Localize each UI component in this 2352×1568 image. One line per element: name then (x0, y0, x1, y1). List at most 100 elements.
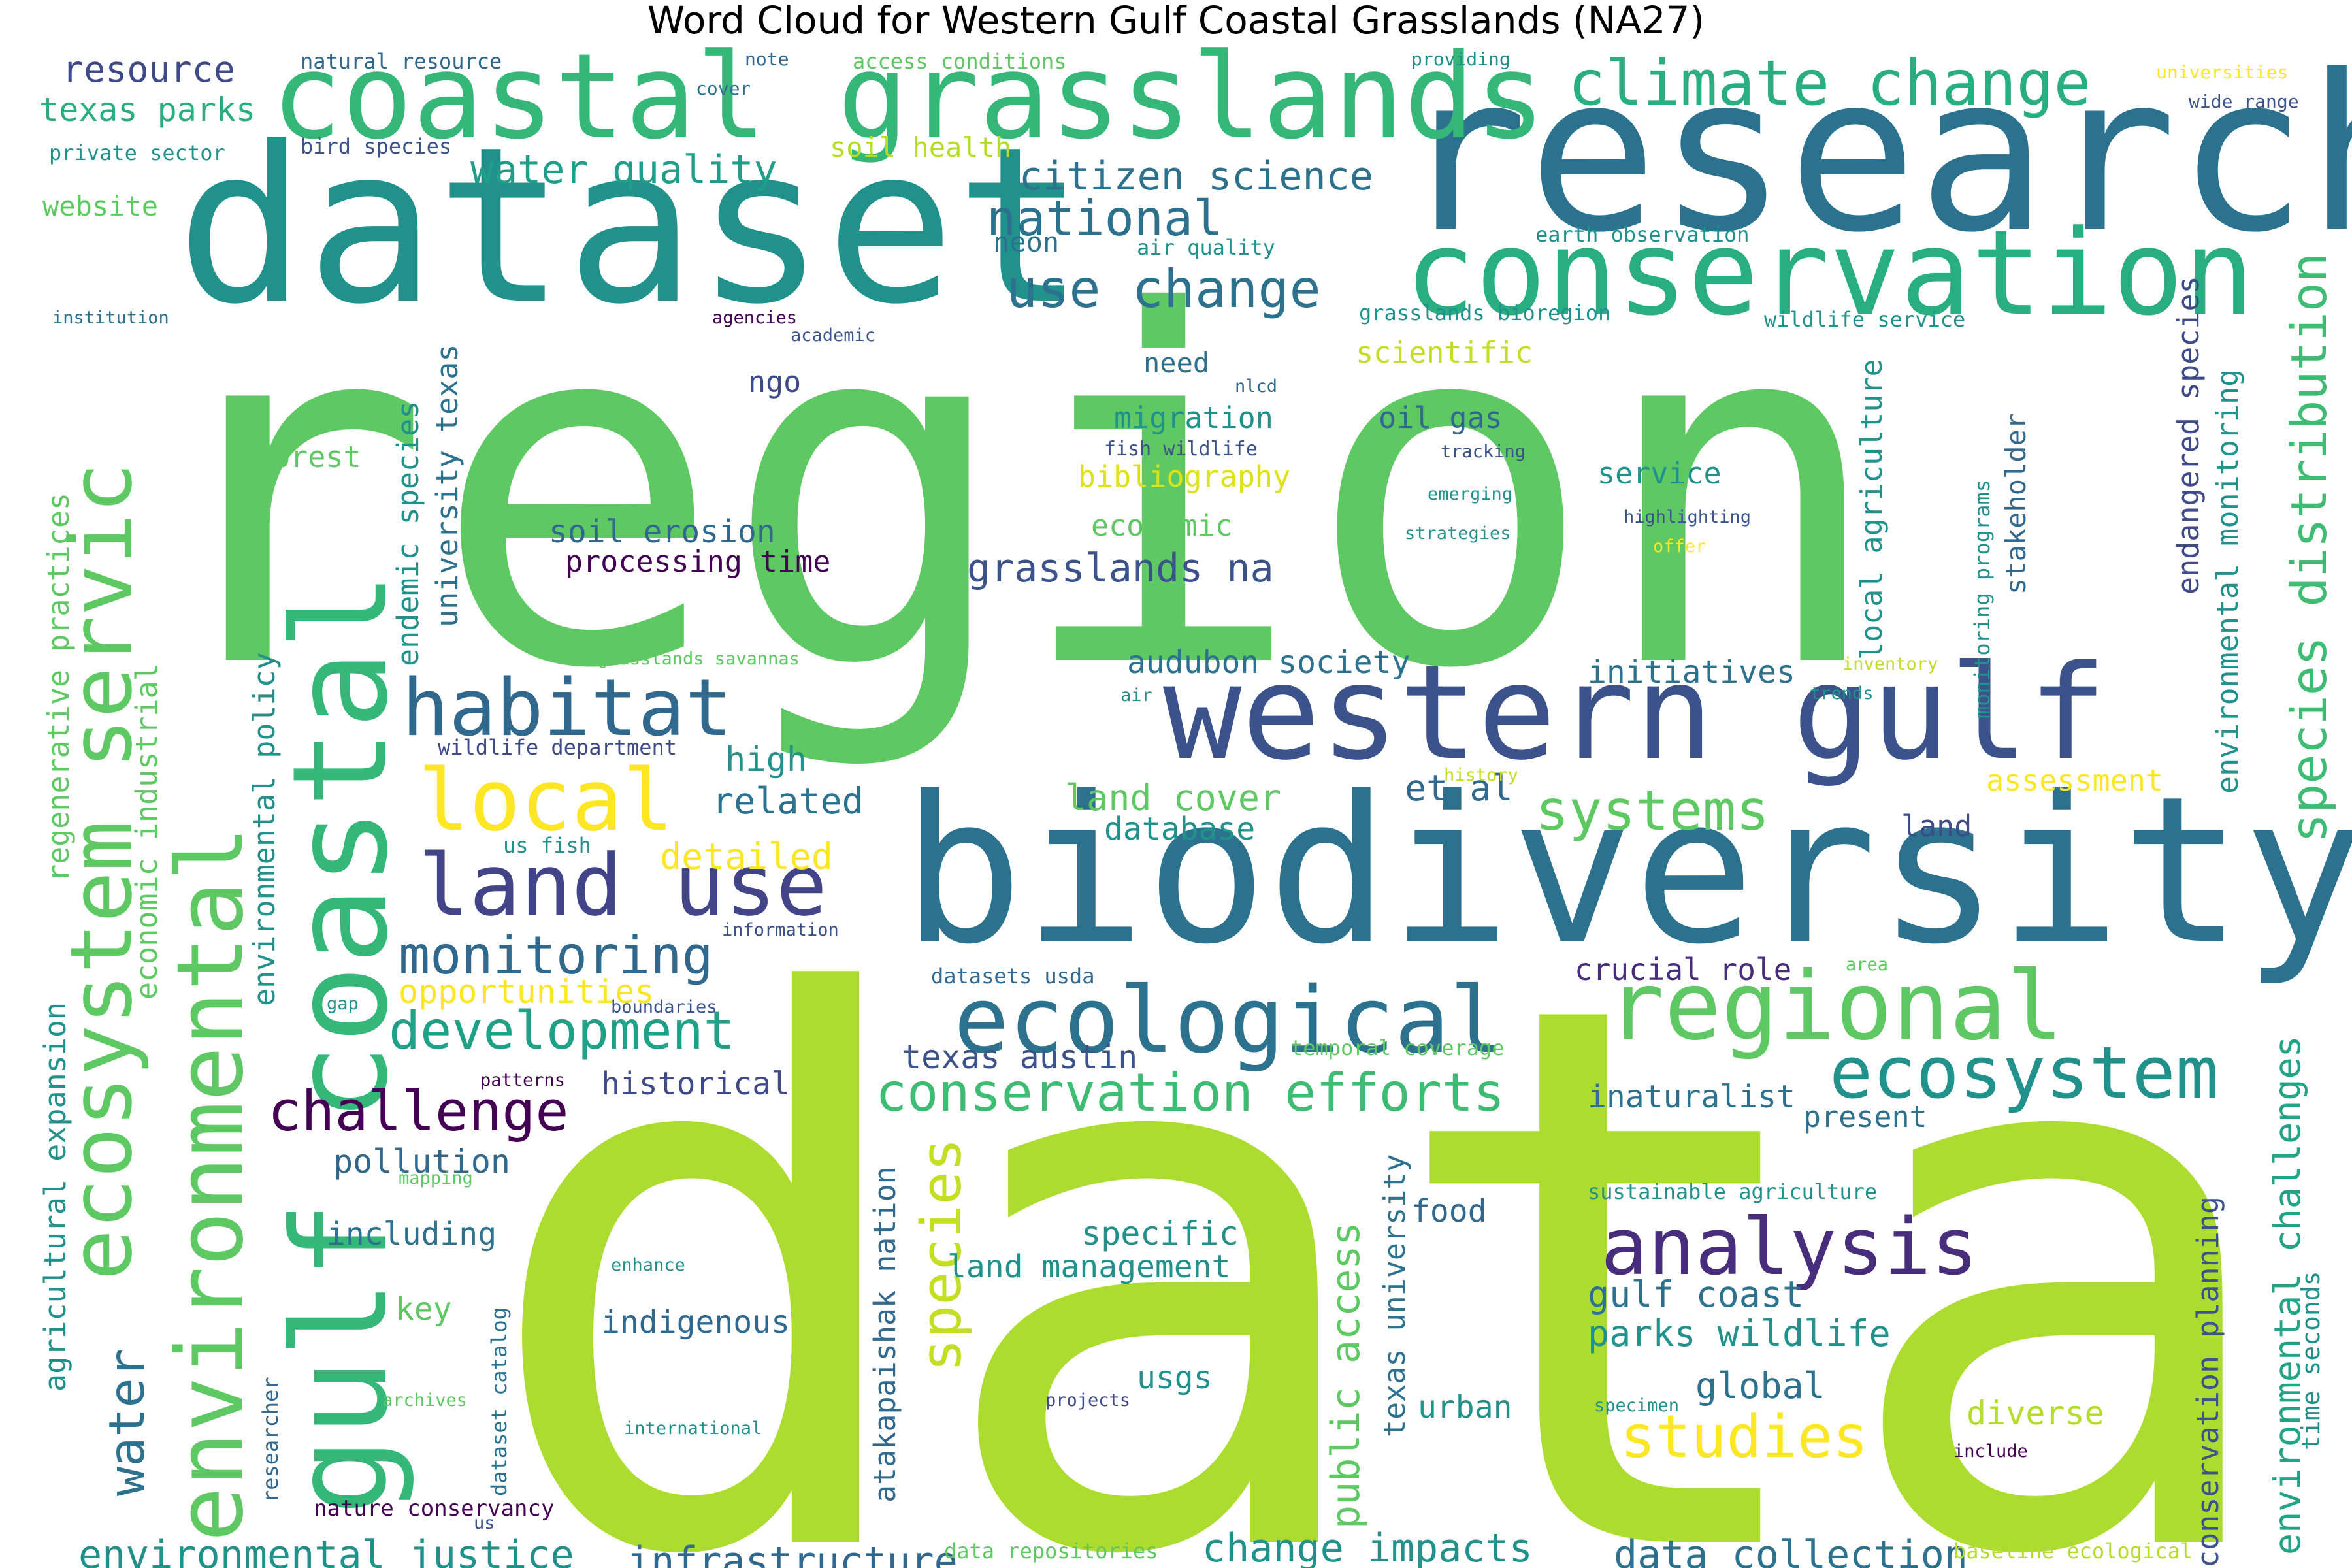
word-specific: specific (1081, 1215, 1239, 1252)
word-land-cover: land cover (1065, 777, 1281, 819)
word-scientific: scientific (1356, 335, 1533, 370)
word-bibliography: bibliography (1078, 459, 1290, 494)
word-agencies: agencies (712, 308, 797, 328)
word-texas-parks: texas parks (39, 91, 255, 129)
word-agricultural-expansion: agricultural expansion (38, 1002, 73, 1392)
word-diverse: diverse (1967, 1394, 2104, 1432)
word-gulf-coastal: gulf coastal (265, 572, 417, 1516)
word-use-change: use change (1006, 259, 1321, 319)
word-citizen-science: citizen science (1019, 154, 1373, 199)
word-highlighting: highlighting (1624, 507, 1751, 527)
word-gulf-coast: gulf coast (1588, 1273, 1804, 1315)
word-offer: offer (1653, 536, 1706, 557)
word-grasslands-na: grasslands na (967, 546, 1274, 591)
word-patterns: patterns (480, 1070, 565, 1090)
word-service: service (1597, 456, 1722, 491)
word-conservation-efforts: conservation efforts (875, 1062, 1505, 1123)
word-infrastructure: infrastructure (627, 1539, 958, 1568)
word-natural-resource: natural resource (301, 49, 502, 74)
word-atakapaishak-nation: atakapaishak nation (868, 1166, 902, 1503)
word-data: data (477, 845, 2286, 1568)
word-researcher: researcher (258, 1377, 283, 1503)
word-global: global (1695, 1365, 1825, 1407)
word-fish-wildlife: fish wildlife (1104, 438, 1258, 461)
word-wide-range: wide range (2189, 91, 2299, 112)
word-audubon-society: audubon society (1127, 644, 1410, 681)
word-resource: resource (62, 48, 235, 90)
word-information: information (722, 920, 839, 940)
word-processing-time: processing time (565, 544, 830, 579)
word-grasslands-savannas: grasslands savannas (598, 649, 800, 669)
word-coastal-grasslands: coastal grasslands (271, 29, 1546, 165)
word-texas-austin: texas austin (902, 1038, 1137, 1076)
word-website: website (42, 190, 158, 222)
word-environmental: environmental (157, 826, 264, 1542)
word-access-conditions: access conditions (853, 49, 1067, 74)
word-land-management: land management (947, 1249, 1230, 1285)
word-monitoring: monitoring (399, 925, 713, 986)
word-historical: historical (601, 1066, 790, 1102)
word-habitat: habitat (402, 663, 732, 754)
word-datasets-usda: datasets usda (931, 964, 1094, 988)
word-inventory: inventory (1842, 654, 1938, 674)
word-nlcd: nlcd (1235, 376, 1277, 397)
word-universities: universities (2156, 61, 2288, 83)
word-high: high (725, 740, 807, 779)
word-economic: economic (1091, 508, 1233, 543)
word-regenerative-practices: regenerative practices (41, 493, 76, 882)
word-research: research (1398, 29, 2352, 280)
word-assessment: assessment (1986, 763, 2163, 798)
word-university-texas: university texas (430, 344, 465, 627)
word-strategies: strategies (1405, 523, 1511, 544)
word-soil-erosion: soil erosion (549, 514, 776, 550)
word-pollution: pollution (333, 1143, 510, 1181)
word-indigenous: indigenous (601, 1304, 790, 1341)
word-sustainable-agriculture: sustainable agriculture (1588, 1179, 1877, 1204)
word-studies: studies (1620, 1403, 1868, 1471)
word-earth-observation: earth observation (1535, 222, 1750, 247)
word-boundaries: boundaries (611, 997, 717, 1017)
word-region: region (140, 211, 1887, 774)
word-forest: forest (255, 440, 361, 474)
word-grasslands-bioregion: grasslands bioregion (1359, 301, 1610, 325)
word-us-fish: us fish (503, 833, 591, 858)
word-usgs: usgs (1137, 1360, 1213, 1396)
word-initiatives: initiatives (1588, 654, 1795, 691)
word-monitoring-programs: monitoring programs (1970, 480, 1995, 719)
word-data-collection: data collection (1614, 1532, 1968, 1568)
word-ecological: ecological (954, 968, 1505, 1074)
word-bird-species: bird species (301, 134, 451, 159)
word-note: note (745, 48, 789, 70)
word-crucial-role: crucial role (1575, 952, 1791, 987)
word-nature-conservancy: nature conservancy (314, 1495, 554, 1522)
word-us: us (474, 1513, 495, 1533)
word-dataset-catalog: dataset catalog (487, 1307, 512, 1496)
word-air: air (1120, 685, 1152, 706)
word-providing: providing (1411, 48, 1511, 70)
word-oil-gas: oil gas (1379, 400, 1503, 435)
word-present: present (1803, 1100, 1927, 1134)
word-need: need (1143, 347, 1209, 379)
word-international: international (624, 1418, 762, 1439)
word-opportunities: opportunities (399, 973, 654, 1011)
word-soil-health: soil health (830, 131, 1011, 163)
word-national: national (987, 189, 1222, 247)
word-academic: academic (791, 325, 875, 346)
word-temporal-coverage: temporal coverage (1290, 1036, 1505, 1060)
word-water-quality: water quality (470, 147, 777, 193)
word-projects: projects (1045, 1390, 1130, 1411)
word-water: water (98, 1348, 155, 1496)
word-environmental-policy: environmental policy (247, 652, 282, 1006)
word-including: including (327, 1216, 497, 1252)
word-specimen: specimen (1594, 1396, 1679, 1416)
word-history: history (1444, 765, 1518, 785)
word-challenge: challenge (268, 1079, 569, 1144)
word-key: key (395, 1291, 452, 1328)
word-enhance: enhance (611, 1255, 685, 1275)
word-western-gulf: western gulf (1163, 637, 2107, 789)
word-environmental-justice: environmental justice (78, 1532, 574, 1568)
word-environmental-monitoring: environmental monitoring (2210, 369, 2245, 794)
word-parks-wildlife: parks wildlife (1588, 1313, 1891, 1354)
word-endangered-species: endangered species (2171, 276, 2206, 595)
word-et-al: et al (1405, 767, 1513, 809)
